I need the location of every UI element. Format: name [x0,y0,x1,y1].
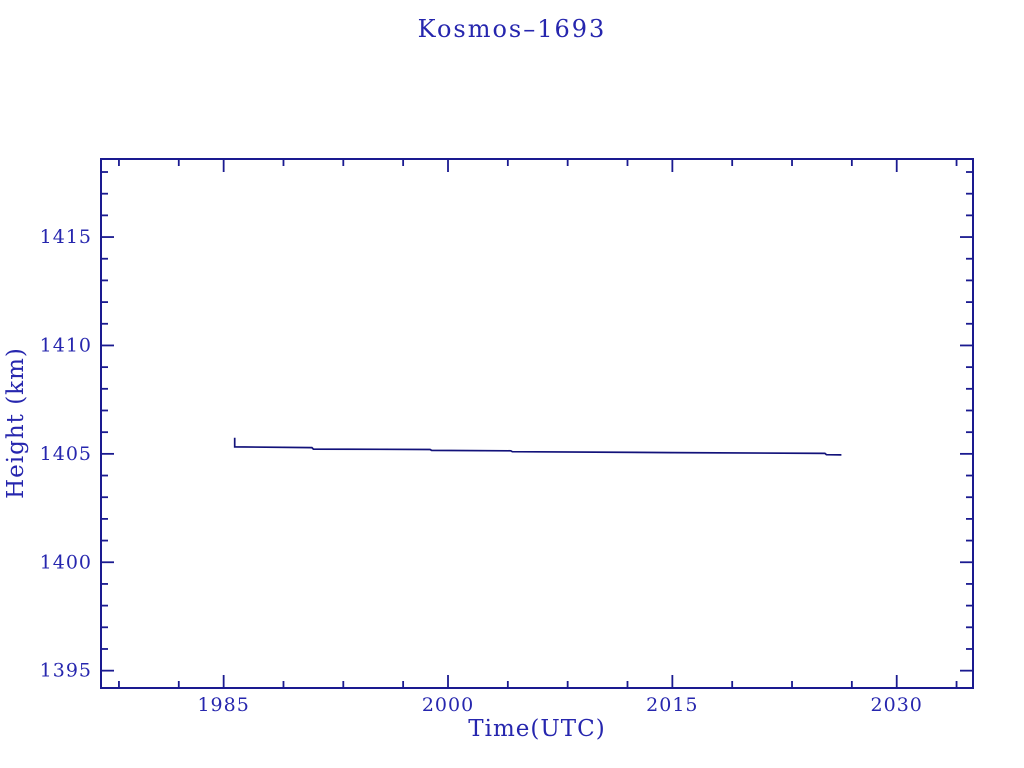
x-tick-label: 2015 [646,694,698,716]
x-tick-label: 2000 [422,694,474,716]
y-tick-label: 1405 [40,443,92,465]
x-tick-label: 1985 [197,694,249,716]
axis-ticks [101,159,973,688]
y-tick-label: 1415 [40,226,92,248]
data-line-orbital-height [233,437,842,456]
y-tick-label: 1400 [40,551,92,573]
x-tick-labels: 1985 2000 2015 2030 [197,694,923,716]
plot-border [100,158,974,689]
y-tick-label: 1395 [40,660,92,682]
x-axis-title: Time(UTC) [468,716,606,742]
y-tick-label: 1410 [40,334,92,356]
y-tick-labels: 1395 1400 1405 1410 1415 [40,226,92,682]
x-tick-label: 2030 [871,694,923,716]
chart-title: Kosmos–1693 [417,15,607,43]
